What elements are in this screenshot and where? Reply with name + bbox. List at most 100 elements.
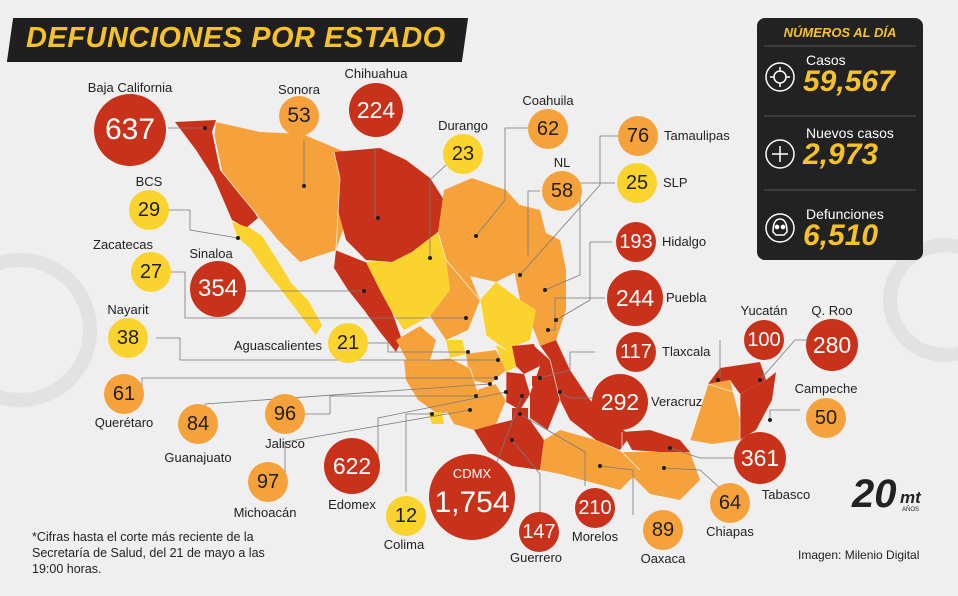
map-hidalgo[interactable] <box>512 344 540 374</box>
bubble-durango[interactable]: 23 <box>443 134 483 174</box>
label-cdmx: CDMX <box>452 466 492 481</box>
logo-letters: mt <box>900 488 921 507</box>
value-puebla: 244 <box>615 284 655 311</box>
value-edomex: 622 <box>332 452 372 479</box>
bubble-colima[interactable]: 12 <box>386 496 426 536</box>
value-sinaloa: 354 <box>197 275 239 302</box>
bubble-tamaulipas[interactable]: 76 <box>618 116 658 156</box>
bubble-tabasco[interactable]: 361 <box>734 432 786 484</box>
summary-value-defunciones: 6,510 <box>803 219 879 252</box>
map-puebla[interactable] <box>530 346 560 430</box>
value-tabasco: 361 <box>740 444 780 471</box>
label-guanajuato: Guanajuato <box>164 450 232 465</box>
map-michoacan[interactable] <box>446 384 506 430</box>
bubble-cdmx[interactable]: 1,754 <box>429 454 515 540</box>
map-qroo[interactable] <box>740 372 776 440</box>
summary-value-nuevos: 2,973 <box>803 138 879 171</box>
bubble-nl[interactable]: 58 <box>542 171 582 211</box>
label-guerrero: Guerrero <box>509 550 563 565</box>
map-aguascalientes[interactable] <box>446 340 466 358</box>
summary-heading: NÚMEROS AL DÍA <box>783 25 897 40</box>
bubble-yucat-n[interactable]: 100 <box>744 320 784 360</box>
label-slp: SLP <box>663 175 688 190</box>
map-yucatan[interactable] <box>708 362 766 394</box>
map-bcs[interactable] <box>232 222 322 335</box>
bubble-sinaloa[interactable]: 354 <box>190 261 246 317</box>
label-zacatecas: Zacatecas <box>93 237 153 252</box>
label-oaxaca: Oaxaca <box>640 551 686 566</box>
bubble-jalisco[interactable]: 96 <box>265 394 305 434</box>
value-durango: 23 <box>451 142 475 165</box>
bubble-nayarit[interactable]: 38 <box>108 318 148 358</box>
value-zacatecas: 27 <box>139 260 163 283</box>
map-nayarit[interactable] <box>396 326 436 366</box>
bubble-guerrero[interactable]: 147 <box>519 512 559 552</box>
bubble-oaxaca[interactable]: 89 <box>643 510 683 550</box>
value-hidalgo: 193 <box>619 230 653 253</box>
bubble-puebla[interactable]: 244 <box>607 270 663 326</box>
bubble-chiapas[interactable]: 64 <box>710 483 750 523</box>
summary-label-casos: Casos <box>806 52 846 68</box>
map-slp[interactable] <box>480 282 536 350</box>
label-sinaloa: Sinaloa <box>189 246 233 261</box>
map-sinaloa[interactable] <box>334 250 402 352</box>
map-campeche[interactable] <box>690 380 740 444</box>
map-oaxaca[interactable] <box>540 430 640 490</box>
map-chihuahua[interactable] <box>334 148 444 262</box>
map-tamaulipas[interactable] <box>530 230 566 346</box>
label-quer-taro: Querétaro <box>94 415 154 430</box>
bubble-campeche[interactable]: 50 <box>806 398 846 438</box>
map-coahuila[interactable] <box>438 178 530 282</box>
value-q-roo: 280 <box>812 331 852 358</box>
bubble-guanajuato[interactable]: 84 <box>178 404 218 444</box>
label-aguascalientes: Aguascalientes <box>233 338 322 353</box>
bubble-chihuahua[interactable]: 224 <box>349 83 403 137</box>
bubble-bcs[interactable]: 29 <box>129 190 169 230</box>
label-coahuila: Coahuila <box>522 93 574 108</box>
bubble-slp[interactable]: 25 <box>617 163 657 203</box>
bubble-morelos[interactable]: 210 <box>575 488 615 528</box>
summary-label-defunciones: Defunciones <box>806 206 884 222</box>
bubble-sonora[interactable]: 53 <box>279 96 319 136</box>
label-tlaxcala: Tlaxcala <box>662 344 711 359</box>
map-zacatecas[interactable] <box>430 260 480 340</box>
label-chihuahua: Chihuahua <box>344 66 408 81</box>
value-campeche: 50 <box>814 406 838 429</box>
value-aguascalientes: 21 <box>336 331 360 354</box>
label-michoac-n: Michoacán <box>233 505 297 520</box>
label-edomex: Edomex <box>328 497 376 512</box>
bubble-aguascalientes[interactable]: 21 <box>328 323 368 363</box>
map-guanajuato[interactable] <box>466 350 506 384</box>
bubble-edomex[interactable]: 622 <box>324 438 380 494</box>
map-baja-california[interactable] <box>175 120 258 228</box>
label-yucat-n: Yucatán <box>740 303 788 318</box>
bubble-michoac-n[interactable]: 97 <box>248 462 288 502</box>
bubble-baja-california[interactable]: 637 <box>94 94 166 166</box>
label-jalisco: Jalisco <box>265 436 305 451</box>
bubble-quer-taro[interactable]: 61 <box>104 374 144 414</box>
bubble-q-roo[interactable]: 280 <box>806 319 858 371</box>
value-nl: 58 <box>550 179 574 202</box>
label-veracruz: Veracruz <box>651 394 703 409</box>
footnote: *Cifras hasta el corte más reciente de l… <box>32 530 265 576</box>
bubble-zacatecas[interactable]: 27 <box>131 252 171 292</box>
bubble-hidalgo[interactable]: 193 <box>616 222 656 262</box>
map-tabasco[interactable] <box>622 430 690 452</box>
map-chiapas[interactable] <box>622 452 700 500</box>
value-oaxaca: 89 <box>651 518 675 541</box>
label-colima: Colima <box>383 537 425 552</box>
value-colima: 12 <box>394 504 418 527</box>
label-nayarit: Nayarit <box>107 302 149 317</box>
bubble-veracruz[interactable]: 292 <box>592 374 648 430</box>
summary-label-nuevos: Nuevos casos <box>806 125 894 141</box>
bubble-tlaxcala[interactable]: 117 <box>616 332 656 372</box>
value-guerrero: 147 <box>522 520 556 543</box>
value-tlaxcala: 117 <box>620 340 652 363</box>
logo-number: 20 <box>852 472 897 516</box>
bubble-coahuila[interactable]: 62 <box>528 109 568 149</box>
map-queretaro[interactable] <box>496 344 518 372</box>
value-michoac-n: 97 <box>256 470 280 493</box>
map-sonora[interactable] <box>214 122 350 262</box>
